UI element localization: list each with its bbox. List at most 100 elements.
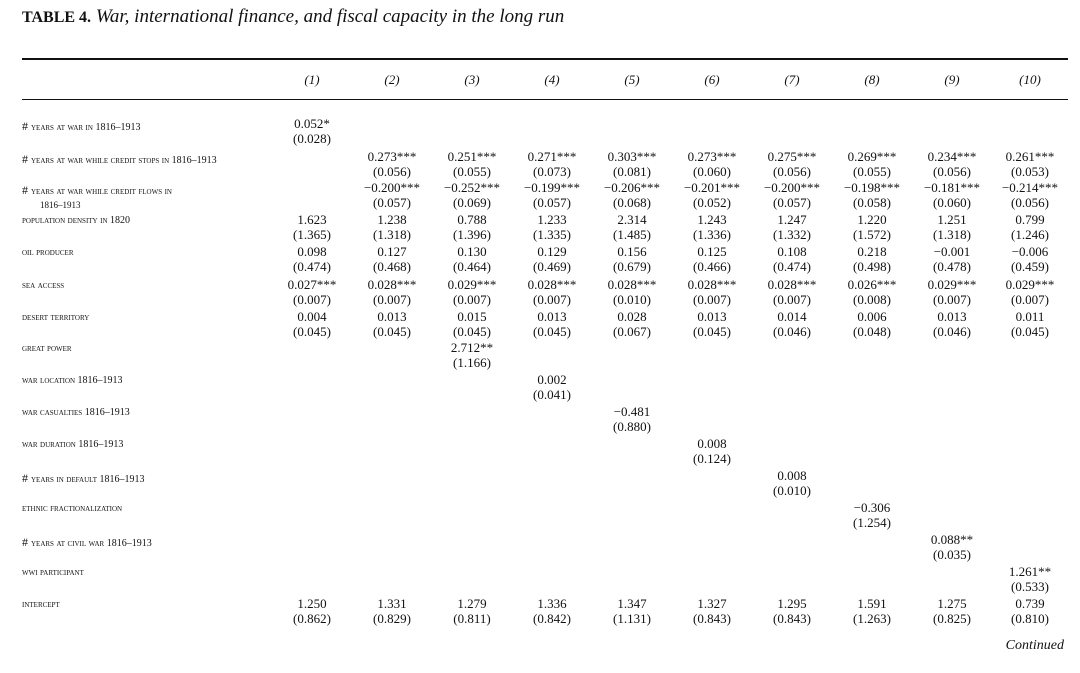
standard-error-cell: (0.474) [293, 259, 331, 274]
standard-error-cell: (0.056) [373, 164, 411, 179]
standard-error-cell: (0.811) [453, 611, 491, 626]
column-header: (3) [464, 72, 480, 87]
column-header: (2) [384, 72, 400, 87]
row-label-text: Population density in 1820 [22, 215, 130, 226]
row-label: # Years in default 1816–1913 [22, 472, 145, 485]
standard-error-cell: (0.008) [853, 292, 891, 307]
coefficient-cell: 0.125 [697, 244, 727, 259]
standard-error-cell: (0.056) [1011, 195, 1049, 210]
coefficient-cell: 2.712** [450, 340, 494, 355]
row-label: Intercept [22, 600, 60, 610]
coefficient-cell: 0.013 [937, 309, 967, 324]
coefficient-cell: 0.218 [857, 244, 887, 259]
standard-error-cell: (1.572) [853, 227, 891, 242]
standard-error-cell: (0.478) [933, 259, 971, 274]
coefficient-cell: 1.238 [377, 212, 407, 227]
row-label: Population density in 1820 [22, 216, 130, 226]
coefficient-cell: 0.013 [537, 309, 567, 324]
standard-error-cell: (0.035) [933, 547, 971, 562]
column-header: (5) [624, 72, 640, 87]
column-header: (4) [544, 72, 560, 87]
table-caption: War, international finance, and fiscal c… [95, 6, 565, 27]
row-label-text: WWI participant [22, 567, 84, 578]
standard-error-cell: (0.810) [1011, 611, 1049, 626]
standard-error-cell: (0.843) [693, 611, 731, 626]
row-label-text: Ethnic fractionalization [22, 503, 123, 514]
standard-error-cell: (1.336) [693, 227, 731, 242]
column-header: (7) [784, 72, 800, 87]
standard-error-cell: (1.365) [293, 227, 331, 242]
standard-error-cell: (0.073) [533, 164, 571, 179]
standard-error-cell: (0.052) [693, 195, 731, 210]
coefficient-cell: 0.251*** [447, 149, 497, 164]
coefficient-cell: 0.799 [1015, 212, 1045, 227]
coefficient-cell: −0.201*** [683, 180, 741, 195]
coefficient-cell: 1.275 [937, 596, 967, 611]
standard-error-cell: (0.045) [693, 324, 731, 339]
coefficient-cell: 0.026*** [847, 277, 897, 292]
coefficient-cell: 1.250 [297, 596, 327, 611]
column-header: (8) [864, 72, 880, 87]
column-header: (9) [944, 72, 960, 87]
number-sign: # [22, 535, 28, 549]
standard-error-cell: (0.466) [693, 259, 731, 274]
table-number: TABLE 4. [22, 9, 92, 26]
standard-error-cell: (0.041) [533, 387, 571, 402]
standard-error-cell: (1.254) [853, 515, 891, 530]
standard-error-cell: (0.498) [853, 259, 891, 274]
row-label: # Years at war while credit flows in [22, 184, 172, 197]
standard-error-cell: (0.880) [613, 419, 651, 434]
coefficient-cell: 0.029*** [927, 277, 977, 292]
standard-error-cell: (0.007) [533, 292, 571, 307]
coefficient-cell: 1.295 [777, 596, 807, 611]
coefficient-cell: −0.206*** [603, 180, 661, 195]
coefficient-cell: 0.028*** [607, 277, 657, 292]
coefficient-cell: 0.029*** [447, 277, 497, 292]
standard-error-cell: (0.679) [613, 259, 651, 274]
standard-error-cell: (0.829) [373, 611, 411, 626]
row-label: Oil producer [22, 248, 74, 258]
coefficient-cell: 0.014 [777, 309, 807, 324]
standard-error-cell: (0.862) [293, 611, 331, 626]
coefficient-cell: 0.130 [457, 244, 487, 259]
standard-error-cell: (1.318) [373, 227, 411, 242]
coefficient-cell: 0.088** [930, 532, 974, 547]
coefficient-cell: 0.015 [457, 309, 487, 324]
standard-error-cell: (0.046) [933, 324, 971, 339]
row-label: Ethnic fractionalization [22, 504, 122, 514]
standard-error-cell: (0.842) [533, 611, 571, 626]
standard-error-cell: (0.010) [773, 483, 811, 498]
row-label: Desert territory [22, 313, 89, 323]
coefficient-cell: 0.273*** [687, 149, 737, 164]
standard-error-cell: (1.246) [1011, 227, 1049, 242]
standard-error-cell: (1.131) [613, 611, 651, 626]
standard-error-cell: (0.825) [933, 611, 971, 626]
standard-error-cell: (0.007) [453, 292, 491, 307]
coefficient-cell: −0.200*** [363, 180, 421, 195]
row-label-text: Years at war in 1816–1913 [31, 122, 141, 133]
standard-error-cell: (0.060) [933, 195, 971, 210]
continued-note: Continued [1005, 638, 1064, 653]
standard-error-cell: (1.166) [453, 355, 491, 370]
coefficient-cell: −0.181*** [923, 180, 981, 195]
standard-error-cell: (0.069) [453, 195, 491, 210]
standard-error-cell: (0.055) [453, 164, 491, 179]
coefficient-cell: −0.306 [853, 500, 891, 515]
standard-error-cell: (0.068) [613, 195, 651, 210]
row-label-text: Sea access [22, 280, 65, 291]
standard-error-cell: (1.263) [853, 611, 891, 626]
coefficient-cell: 0.269*** [847, 149, 897, 164]
standard-error-cell: (0.007) [773, 292, 811, 307]
coefficient-cell: 0.028*** [367, 277, 417, 292]
standard-error-cell: (0.056) [773, 164, 811, 179]
coefficient-cell: 1.327 [697, 596, 727, 611]
standard-error-cell: (0.045) [453, 324, 491, 339]
coefficient-cell: 0.271*** [527, 149, 577, 164]
standard-error-cell: (0.843) [773, 611, 811, 626]
row-label: # Years at war in 1816–1913 [22, 120, 140, 133]
coefficient-cell: 0.011 [1015, 309, 1045, 324]
row-label-text: War duration 1816–1913 [22, 439, 124, 450]
coefficient-cell: 2.314 [617, 212, 647, 227]
standard-error-cell: (0.045) [373, 324, 411, 339]
coefficient-cell: 0.013 [697, 309, 727, 324]
